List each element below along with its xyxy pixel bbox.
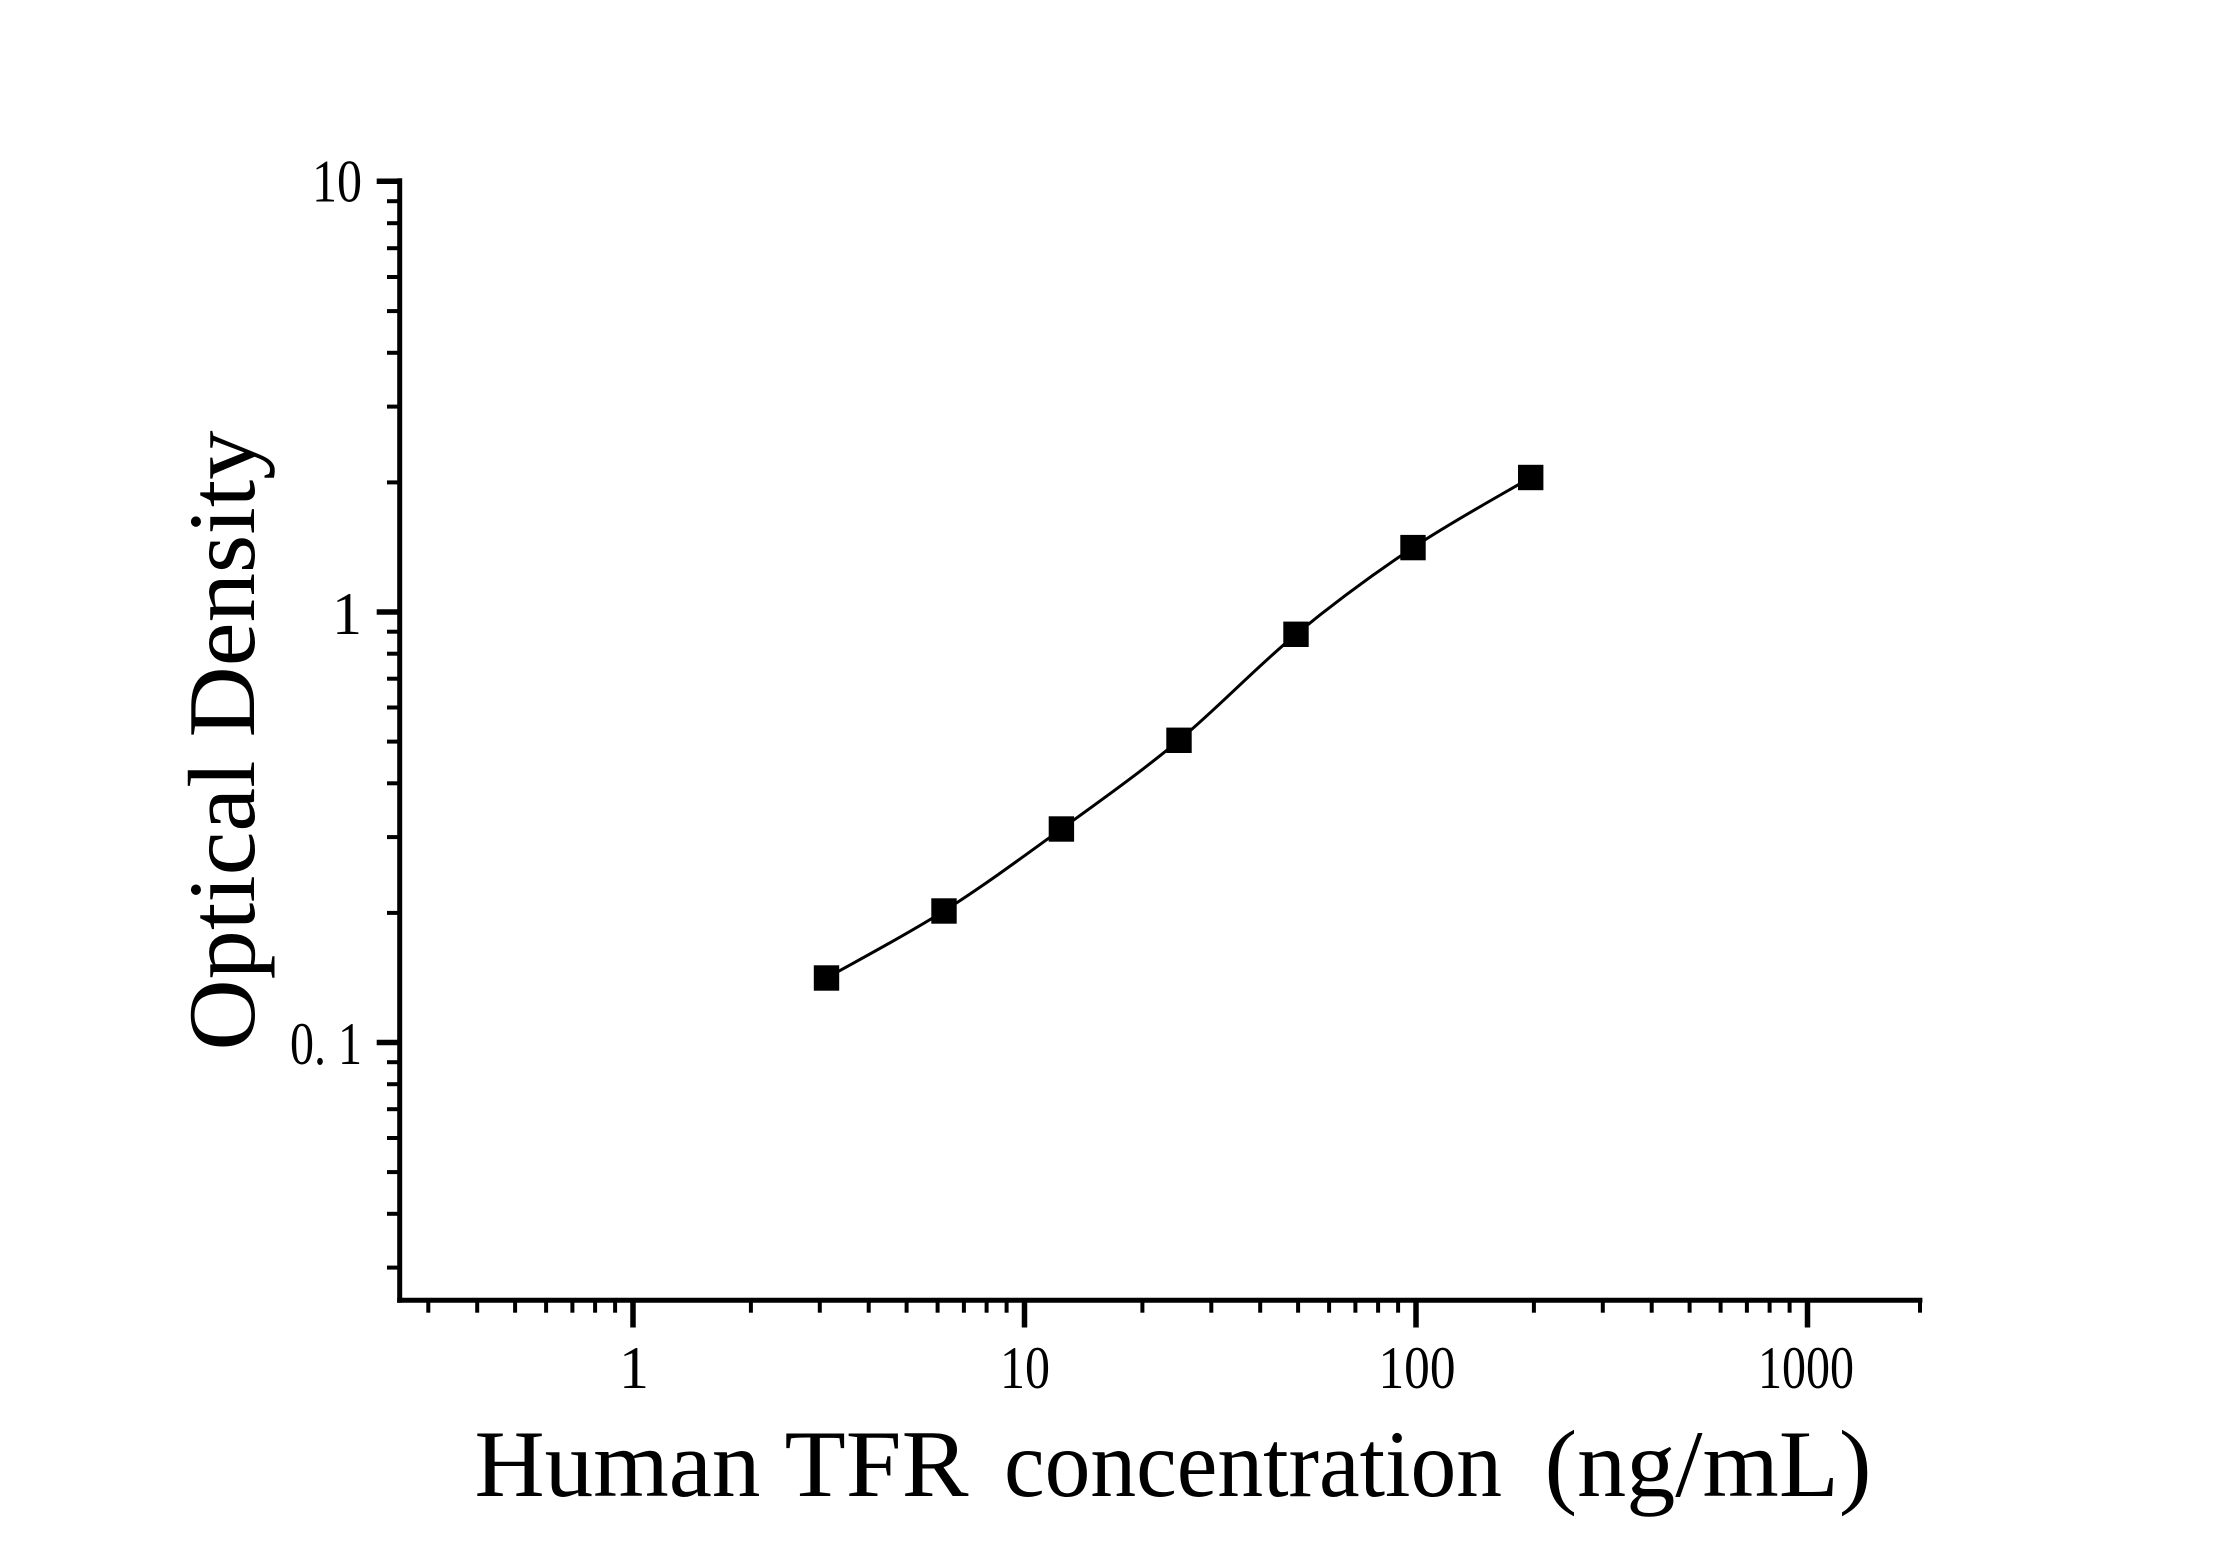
svg-text:Optical: Optical xyxy=(169,761,275,1051)
svg-text:100: 100 xyxy=(1379,1335,1456,1401)
svg-text:TFR: TFR xyxy=(785,1411,970,1517)
svg-text:(ng/mL): (ng/mL) xyxy=(1545,1411,1872,1517)
svg-text:Human: Human xyxy=(475,1411,761,1517)
svg-text:1000: 1000 xyxy=(1758,1335,1854,1401)
svg-text:0. 1: 0. 1 xyxy=(290,1011,362,1077)
svg-text:10: 10 xyxy=(1000,1335,1050,1401)
svg-text:10: 10 xyxy=(312,149,362,215)
svg-text:concentration: concentration xyxy=(1004,1411,1502,1517)
svg-text:1: 1 xyxy=(619,1335,649,1401)
svg-text:Density: Density xyxy=(169,430,275,738)
svg-text:1: 1 xyxy=(332,581,362,647)
